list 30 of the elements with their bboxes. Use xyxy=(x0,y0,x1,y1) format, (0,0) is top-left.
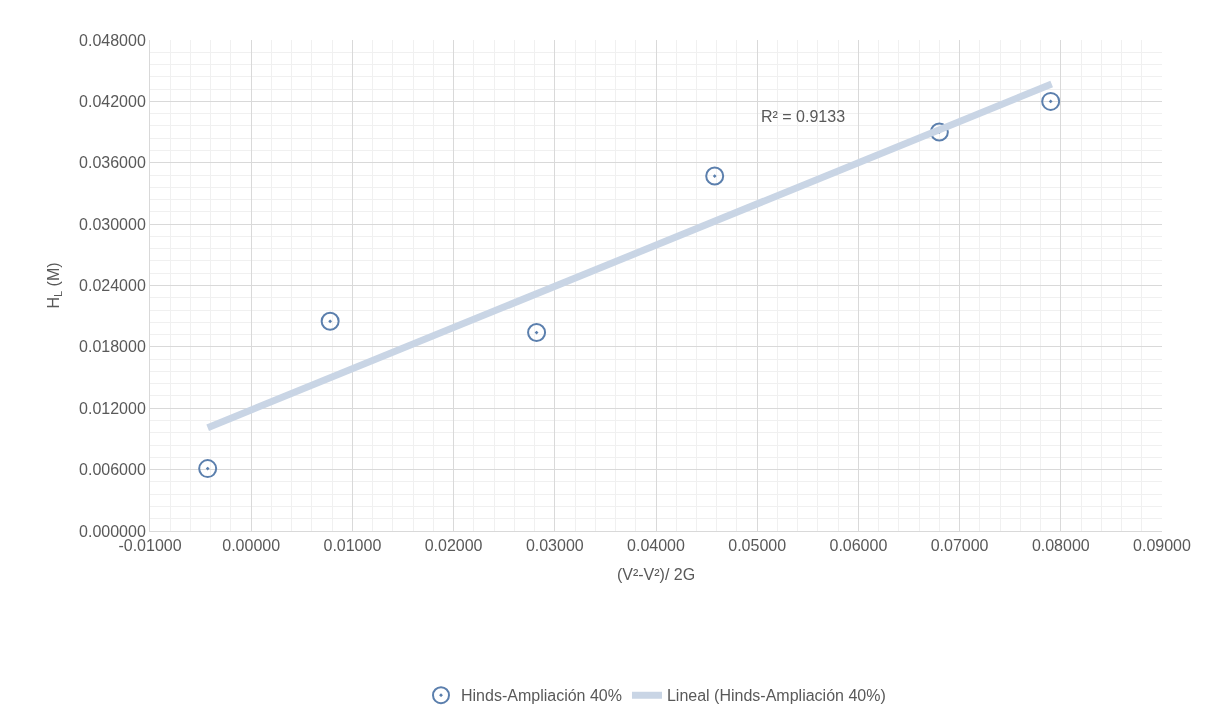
x-tick-label: 0.03000 xyxy=(525,537,584,555)
y-tick-label: 0.030000 xyxy=(79,215,146,233)
x-axis-title: (V²-V²)/ 2G xyxy=(616,565,696,583)
point xyxy=(705,166,725,186)
x-tick-label: 0.06000 xyxy=(829,537,888,555)
x-tick-label: 0.05000 xyxy=(728,537,787,555)
legend-label: Lineal (Hinds-Ampliación 40%) xyxy=(666,687,886,705)
x-tick-label: 0.02000 xyxy=(424,537,483,555)
y-tick-label: 0.024000 xyxy=(79,277,146,295)
x-tick-label: 0.07000 xyxy=(930,537,989,555)
y-tick-label: 0.012000 xyxy=(79,399,146,417)
y-tick-label: 0.018000 xyxy=(79,338,146,356)
y-tick-label: 0.036000 xyxy=(79,154,146,172)
point xyxy=(320,311,340,331)
y-tick-label: 0.006000 xyxy=(79,461,146,479)
point xyxy=(1041,91,1061,111)
x-tick-label: 0.08000 xyxy=(1031,537,1090,555)
y-tick-label: 0.000000 xyxy=(79,522,146,540)
legend-label: Hinds-Ampliación 40% xyxy=(461,687,622,705)
point xyxy=(929,122,949,142)
x-tick-label: 0.04000 xyxy=(627,537,686,555)
x-tick-label: 0.09000 xyxy=(1133,537,1192,555)
y-tick-label: 0.048000 xyxy=(79,31,146,49)
point xyxy=(198,459,218,479)
x-tick-label: 0.01000 xyxy=(323,537,382,555)
point xyxy=(527,323,547,343)
x-tick-label: 0.00000 xyxy=(222,537,281,555)
y-tick-label: 0.042000 xyxy=(79,92,146,110)
x-tick-label: -0.01000 xyxy=(118,537,182,555)
annotation: R² = 0.9133 xyxy=(761,108,846,125)
